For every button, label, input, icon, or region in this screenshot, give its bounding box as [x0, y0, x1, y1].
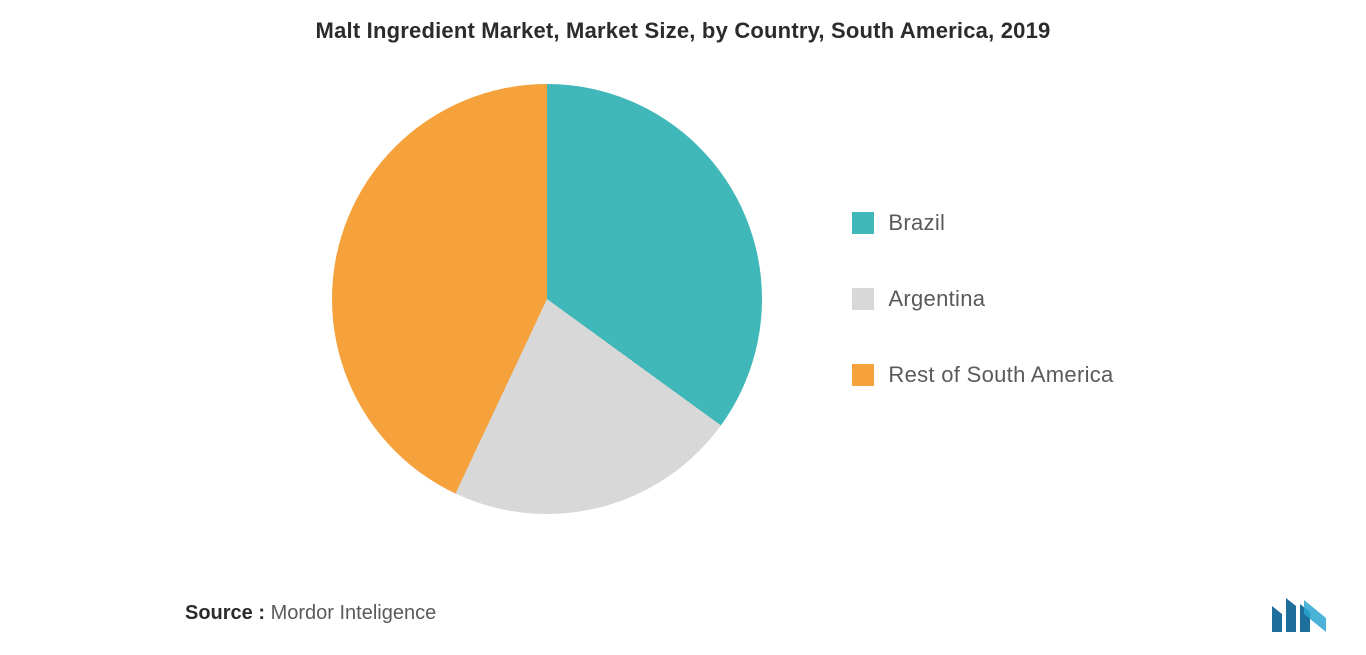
legend-swatch [852, 288, 874, 310]
legend-item: Brazil [852, 210, 1113, 236]
mordor-logo-icon [1266, 592, 1336, 637]
legend-item: Rest of South America [852, 362, 1113, 388]
legend: Brazil Argentina Rest of South America [852, 210, 1113, 388]
legend-label: Argentina [888, 286, 985, 312]
source-value: Mordor Inteligence [271, 602, 437, 624]
source-attribution: Source : Mordor Inteligence [185, 602, 436, 625]
legend-item: Argentina [852, 286, 1113, 312]
legend-label: Brazil [888, 210, 945, 236]
legend-swatch [852, 364, 874, 386]
legend-swatch [852, 212, 874, 234]
chart-title: Malt Ingredient Market, Market Size, by … [0, 0, 1366, 44]
legend-label: Rest of South America [888, 362, 1113, 388]
source-label: Source : [185, 602, 265, 624]
pie-chart [332, 84, 762, 514]
chart-area: Brazil Argentina Rest of South America [0, 84, 1366, 514]
